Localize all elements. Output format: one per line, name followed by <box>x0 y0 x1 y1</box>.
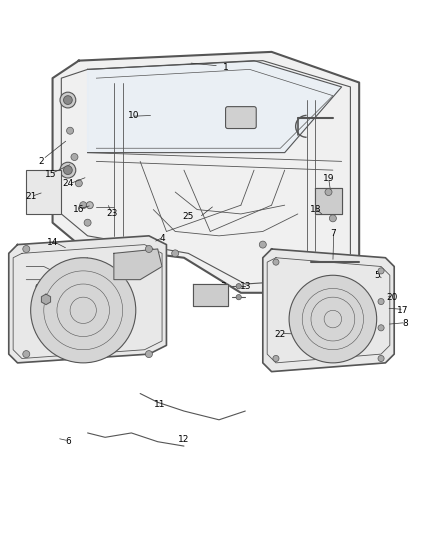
FancyBboxPatch shape <box>226 107 256 128</box>
Text: 8: 8 <box>402 319 408 328</box>
Circle shape <box>273 356 279 361</box>
Text: 21: 21 <box>25 192 36 201</box>
Text: 9: 9 <box>34 284 40 293</box>
Text: 16: 16 <box>73 205 85 214</box>
Text: 22: 22 <box>275 330 286 339</box>
Polygon shape <box>114 249 162 280</box>
Text: 23: 23 <box>106 209 117 219</box>
Circle shape <box>289 275 377 363</box>
Polygon shape <box>193 284 228 306</box>
Circle shape <box>60 162 76 178</box>
Text: 1: 1 <box>223 63 229 72</box>
Text: 24: 24 <box>62 179 74 188</box>
Text: 17: 17 <box>397 306 409 315</box>
Text: 20: 20 <box>386 293 398 302</box>
Circle shape <box>23 246 30 253</box>
Circle shape <box>31 258 136 363</box>
Circle shape <box>378 268 384 274</box>
Polygon shape <box>9 236 166 363</box>
Text: 12: 12 <box>178 435 190 444</box>
Circle shape <box>60 92 76 108</box>
Circle shape <box>259 241 266 248</box>
Circle shape <box>71 154 78 160</box>
Polygon shape <box>88 61 342 152</box>
Text: 6: 6 <box>65 437 71 446</box>
Polygon shape <box>263 249 394 372</box>
Text: 18: 18 <box>310 205 321 214</box>
Text: 19: 19 <box>323 174 334 183</box>
Text: 5: 5 <box>374 271 380 280</box>
Circle shape <box>80 201 87 209</box>
Text: 11: 11 <box>154 400 166 409</box>
Text: 7: 7 <box>330 229 336 238</box>
Polygon shape <box>42 294 50 304</box>
Circle shape <box>325 189 332 196</box>
Polygon shape <box>315 188 342 214</box>
Circle shape <box>86 201 93 209</box>
Text: 15: 15 <box>45 170 56 179</box>
Circle shape <box>172 250 179 257</box>
Text: 14: 14 <box>47 238 58 247</box>
Circle shape <box>64 96 72 104</box>
Circle shape <box>145 351 152 358</box>
Circle shape <box>378 325 384 331</box>
Circle shape <box>84 219 91 226</box>
Circle shape <box>273 259 279 265</box>
Text: 4: 4 <box>159 233 165 243</box>
Text: 13: 13 <box>240 282 251 290</box>
Circle shape <box>236 295 241 300</box>
Circle shape <box>67 127 74 134</box>
Polygon shape <box>53 52 359 293</box>
Circle shape <box>378 298 384 304</box>
Bar <box>26 170 61 214</box>
Circle shape <box>64 166 72 174</box>
Circle shape <box>236 284 241 289</box>
Text: 10: 10 <box>128 111 139 120</box>
Text: 3: 3 <box>220 282 226 290</box>
Circle shape <box>23 351 30 358</box>
Circle shape <box>329 215 336 222</box>
Circle shape <box>378 356 384 361</box>
Circle shape <box>75 180 82 187</box>
Text: 2: 2 <box>39 157 44 166</box>
Text: 25: 25 <box>183 212 194 221</box>
Circle shape <box>145 246 152 253</box>
